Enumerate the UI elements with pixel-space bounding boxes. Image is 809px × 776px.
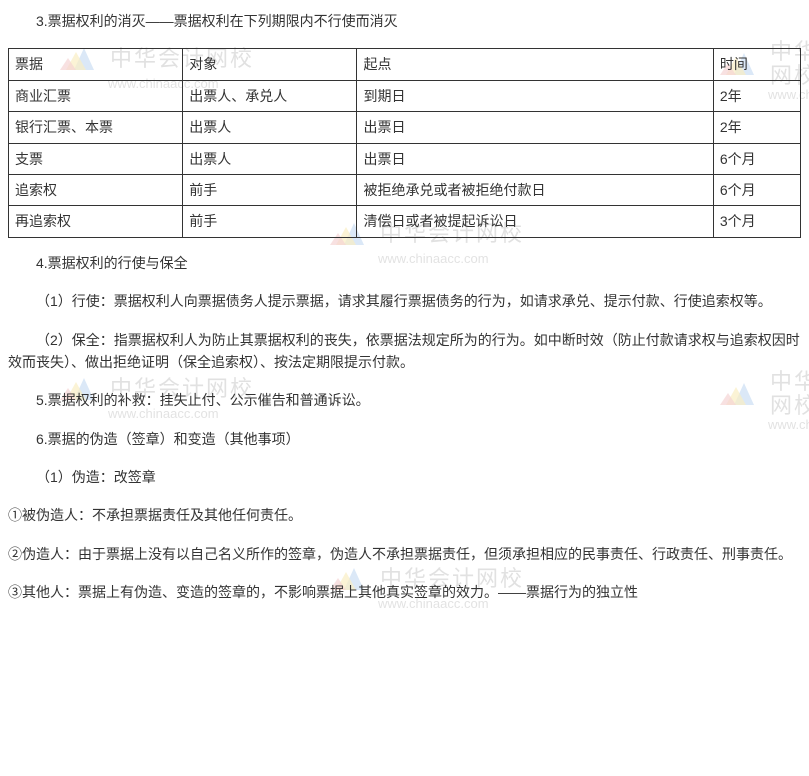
table-body: 商业汇票出票人、承兑人到期日2年银行汇票、本票出票人出票日2年支票出票人出票日6… [9, 80, 801, 237]
para-6-c: ③其他人：票据上有伪造、变造的签章的，不影响票据上其他真实签章的效力。——票据行… [8, 581, 801, 603]
table-cell: 6个月 [713, 143, 800, 174]
table-row: 追索权前手被拒绝承兑或者被拒绝付款日6个月 [9, 174, 801, 205]
table-row: 再追索权前手清偿日或者被提起诉讼日3个月 [9, 206, 801, 237]
table-cell: 出票日 [357, 112, 713, 143]
table-cell: 出票日 [357, 143, 713, 174]
table-row: 支票出票人出票日6个月 [9, 143, 801, 174]
heading-3: 3.票据权利的消灭——票据权利在下列期限内不行使而消灭 [8, 10, 801, 32]
table-cell: 2年 [713, 80, 800, 111]
table-cell: 清偿日或者被提起诉讼日 [357, 206, 713, 237]
table-cell: 银行汇票、本票 [9, 112, 183, 143]
para-4-1: （1）行使：票据权利人向票据债务人提示票据，请求其履行票据债务的行为，如请求承兑… [8, 290, 801, 312]
table-cell: 出票人、承兑人 [183, 80, 357, 111]
para-6-a: ①被伪造人：不承担票据责任及其他任何责任。 [8, 504, 801, 526]
para-4-1-text: （1）行使：票据权利人向票据债务人提示票据，请求其履行票据债务的行为，如请求承兑… [8, 290, 772, 312]
th-start: 起点 [357, 49, 713, 80]
table-cell: 前手 [183, 174, 357, 205]
table-cell: 6个月 [713, 174, 800, 205]
rights-expiry-table: 票据 对象 起点 时间 商业汇票出票人、承兑人到期日2年银行汇票、本票出票人出票… [8, 48, 801, 237]
para-6-b: ②伪造人：由于票据上没有以自己名义所作的签章，伪造人不承担票据责任，但须承担相应… [8, 543, 801, 565]
para-4-2-text: （2）保全：指票据权利人为防止其票据权利的丧失，依票据法规定所为的行为。如中断时… [8, 329, 801, 374]
table-cell: 前手 [183, 206, 357, 237]
table-cell: 支票 [9, 143, 183, 174]
heading-4: 4.票据权利的行使与保全 [8, 252, 801, 274]
th-target: 对象 [183, 49, 357, 80]
table-row: 商业汇票出票人、承兑人到期日2年 [9, 80, 801, 111]
table-cell: 出票人 [183, 112, 357, 143]
table-cell: 2年 [713, 112, 800, 143]
para-6-b-text: ②伪造人：由于票据上没有以自己名义所作的签章，伪造人不承担票据责任，但须承担相应… [8, 543, 792, 565]
table-cell: 再追索权 [9, 206, 183, 237]
th-instrument: 票据 [9, 49, 183, 80]
table-cell: 商业汇票 [9, 80, 183, 111]
th-time: 时间 [713, 49, 800, 80]
heading-6: 6.票据的伪造（签章）和变造（其他事项） [8, 428, 801, 450]
table-header-row: 票据 对象 起点 时间 [9, 49, 801, 80]
table-cell: 出票人 [183, 143, 357, 174]
table-row: 银行汇票、本票出票人出票日2年 [9, 112, 801, 143]
heading-5: 5.票据权利的补救：挂失止付、公示催告和普通诉讼。 [8, 389, 801, 411]
table-cell: 被拒绝承兑或者被拒绝付款日 [357, 174, 713, 205]
table-cell: 追索权 [9, 174, 183, 205]
para-4-2: （2）保全：指票据权利人为防止其票据权利的丧失，依票据法规定所为的行为。如中断时… [8, 329, 801, 374]
table-cell: 到期日 [357, 80, 713, 111]
para-6-1: （1）伪造：改签章 [8, 466, 801, 488]
table-cell: 3个月 [713, 206, 800, 237]
